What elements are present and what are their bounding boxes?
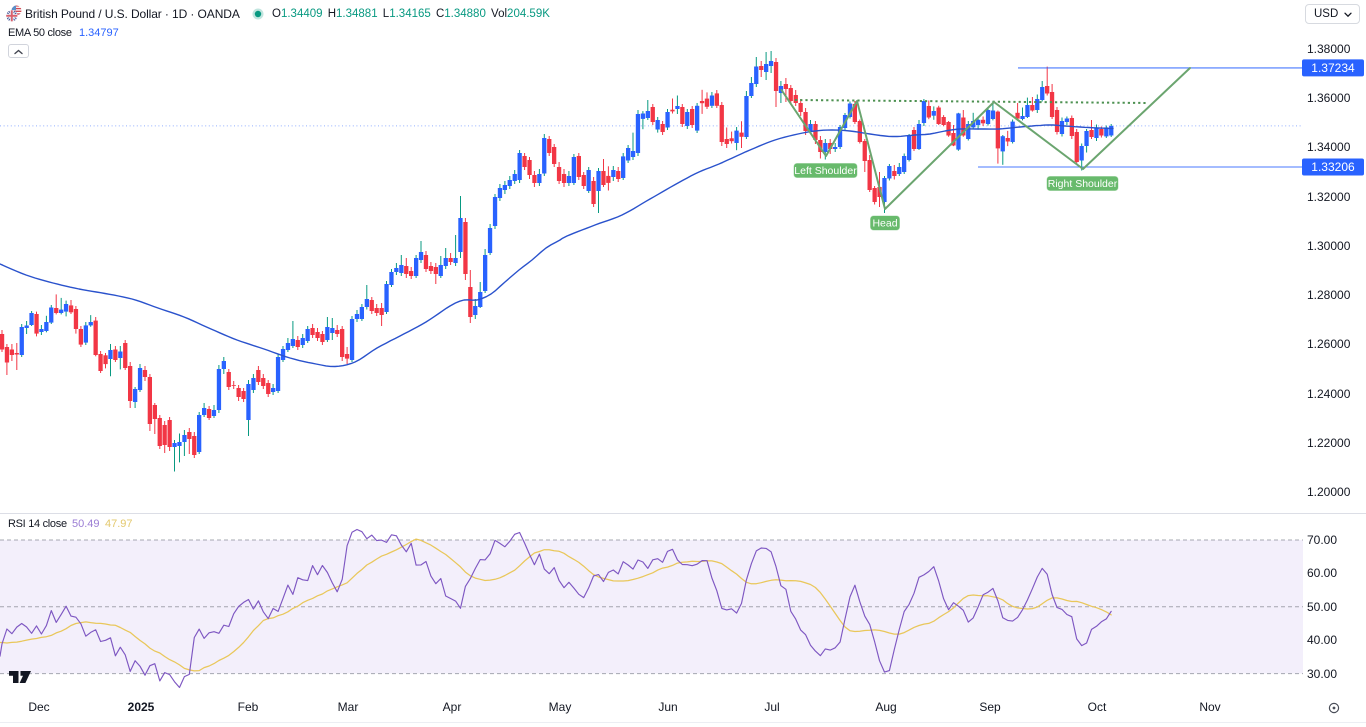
svg-text:Right Shoulder: Right Shoulder	[1048, 178, 1118, 190]
svg-text:Left Shoulder: Left Shoulder	[794, 165, 857, 177]
svg-text:1.33206: 1.33206	[1311, 160, 1355, 174]
svg-text:Head: Head	[872, 218, 897, 230]
svg-text:1.37234: 1.37234	[1311, 61, 1355, 75]
